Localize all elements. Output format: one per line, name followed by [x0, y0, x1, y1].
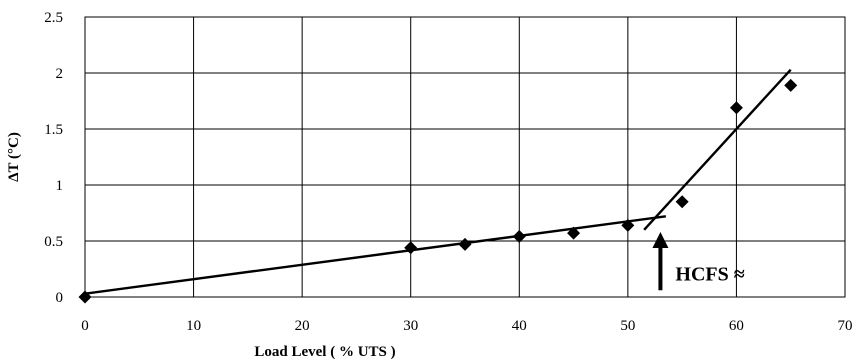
x-axis-ticks: 0 10 20 30 40 50 60 70 [81, 318, 852, 334]
y-axis-ticks: 0 0.5 1 1.5 2 2.5 [44, 10, 63, 306]
arrow-icon [652, 232, 669, 249]
grid [84, 16, 846, 298]
data-point [78, 290, 92, 304]
y-tick-label: 0.5 [44, 234, 63, 250]
x-tick-label: 70 [838, 318, 853, 334]
trend-lines [84, 68, 792, 295]
y-axis-title: ΔT (°C) [6, 132, 22, 182]
hcfs-annotation: HCFS ≈ [652, 232, 745, 291]
x-axis-title: Load Level ( % UTS ) [254, 344, 395, 360]
data-point [784, 78, 798, 92]
trend-line [643, 68, 792, 231]
y-tick-label: 1.5 [44, 122, 63, 138]
x-tick-label: 40 [512, 318, 527, 334]
x-tick-label: 20 [295, 318, 310, 334]
data-point [729, 101, 743, 115]
x-tick-label: 10 [186, 318, 201, 334]
y-tick-label: 2.5 [44, 10, 63, 26]
data-points [78, 78, 798, 304]
x-tick-label: 0 [81, 318, 89, 334]
y-tick-label: 0 [56, 290, 64, 306]
x-tick-label: 50 [620, 318, 635, 334]
data-point [458, 237, 472, 251]
data-point [621, 218, 635, 232]
plot-area [84, 16, 846, 298]
data-point [404, 241, 418, 255]
annotation-label: HCFS ≈ [675, 263, 744, 285]
y-tick-label: 1 [56, 178, 64, 194]
data-point [567, 226, 581, 240]
x-tick-label: 30 [403, 318, 418, 334]
data-point [512, 230, 526, 244]
x-tick-label: 60 [729, 318, 744, 334]
data-point [675, 195, 689, 209]
y-tick-label: 2 [56, 66, 64, 82]
trend-line [84, 215, 667, 295]
